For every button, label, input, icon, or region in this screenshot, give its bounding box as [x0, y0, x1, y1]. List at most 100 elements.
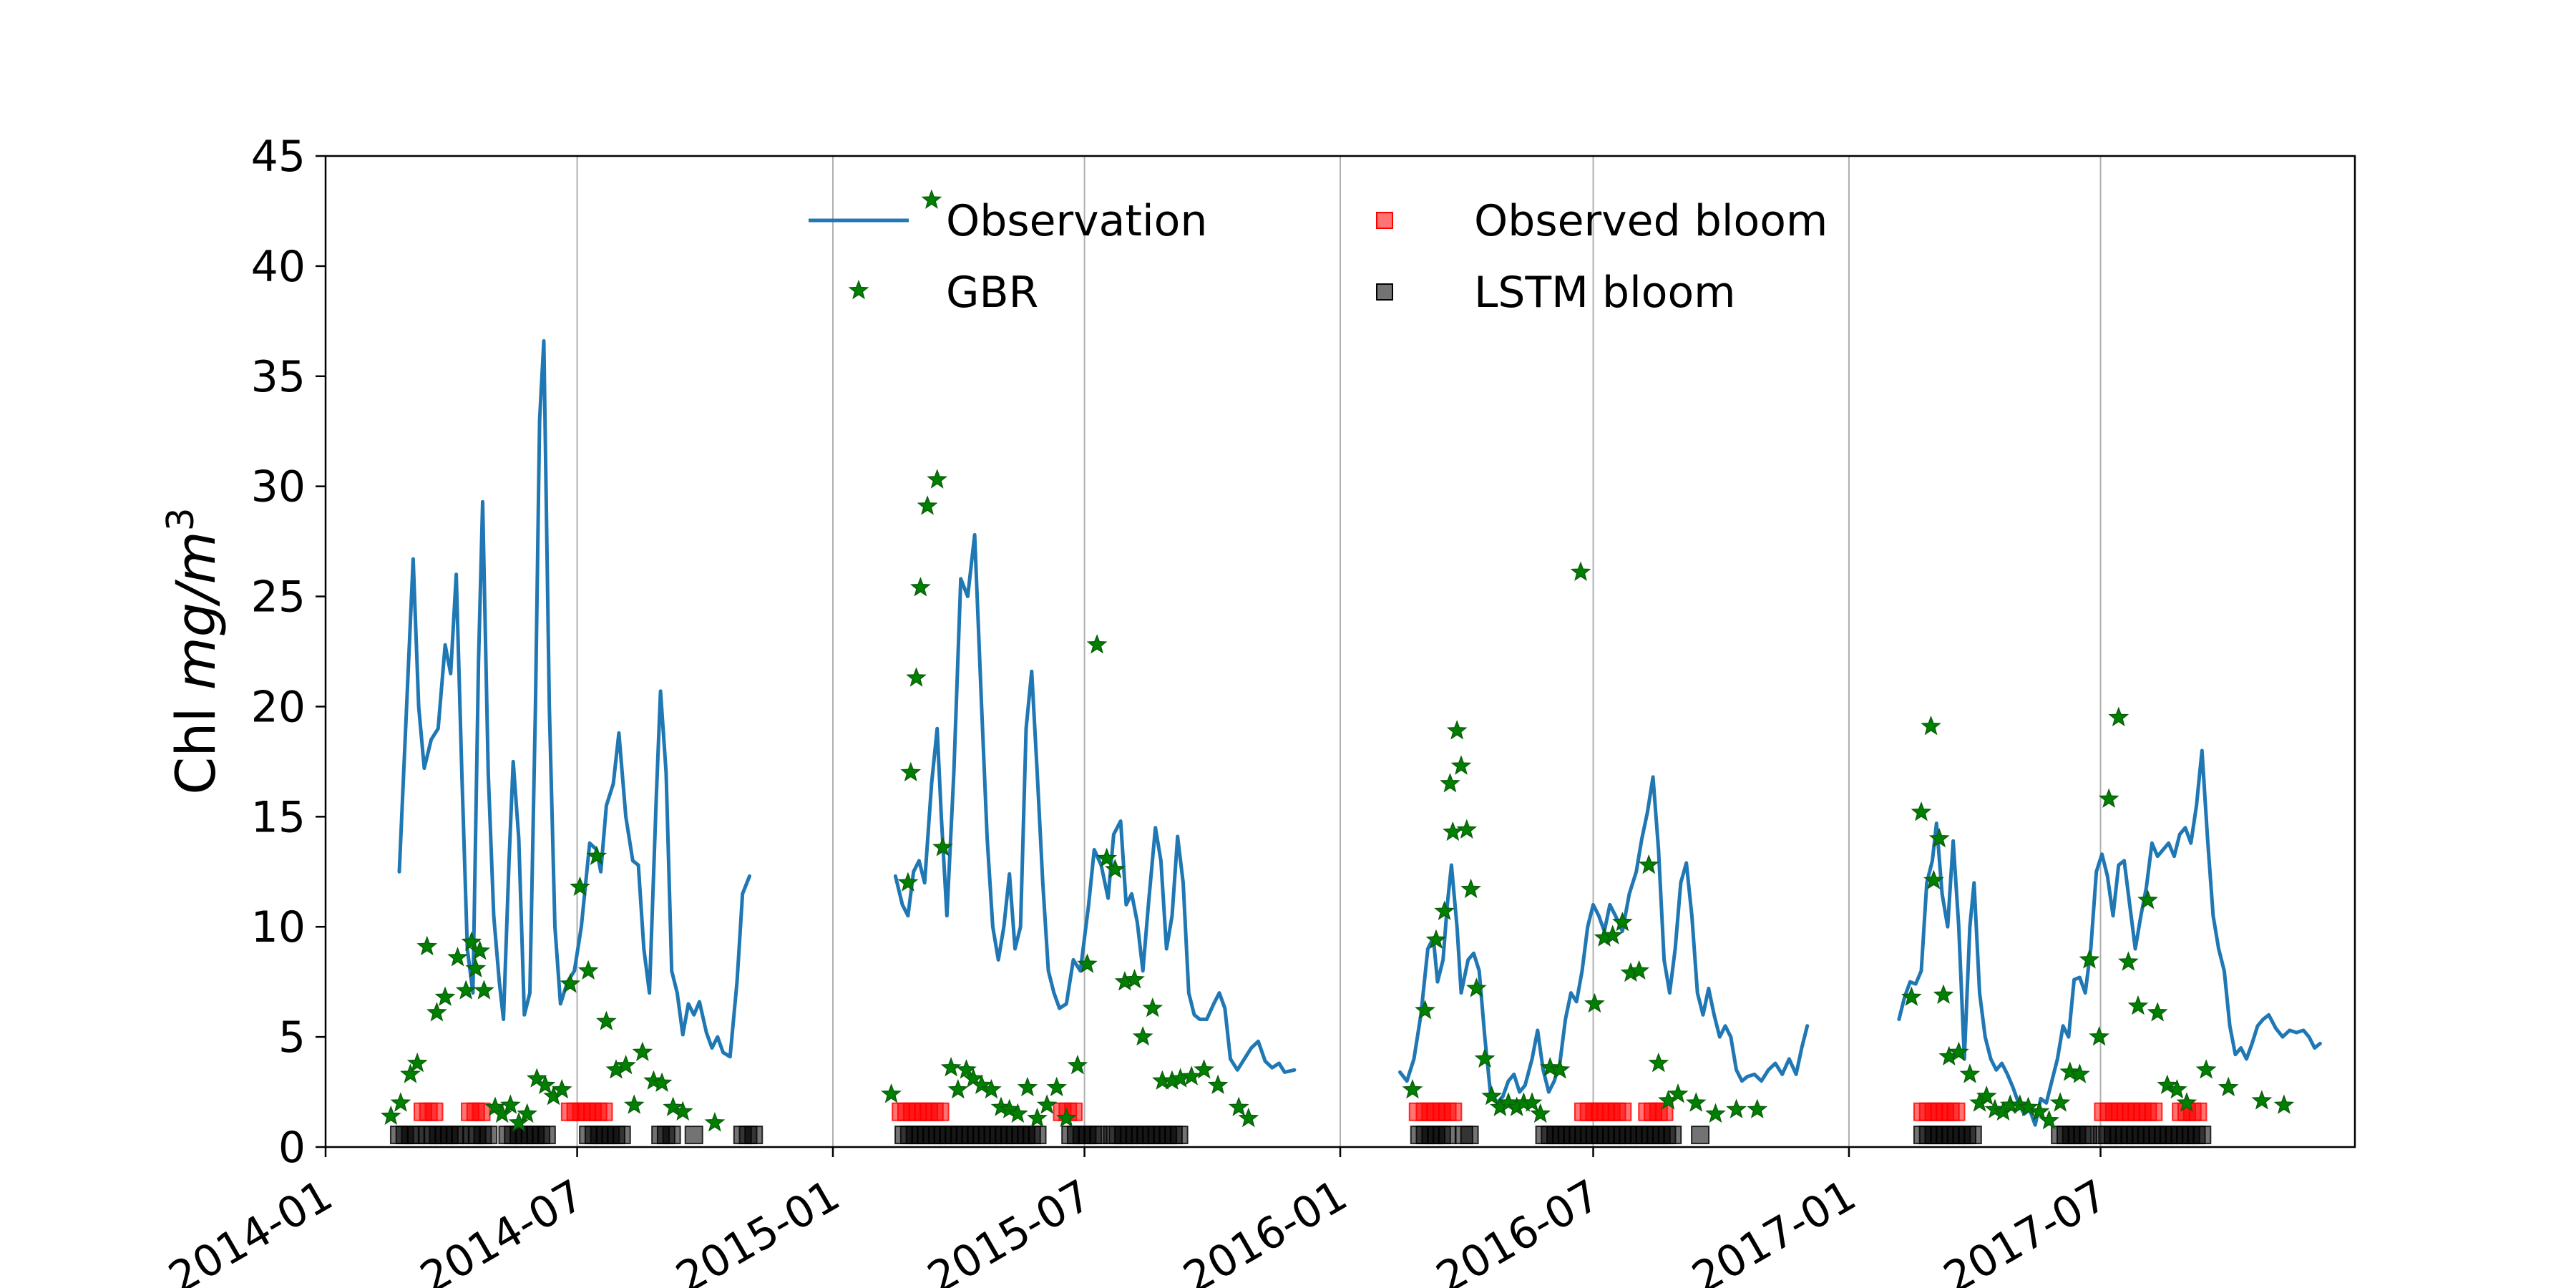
- y-axis-label-sup: 3: [160, 507, 203, 531]
- gbr-point: [1928, 827, 1950, 848]
- observed-bloom-marker: [424, 1102, 444, 1121]
- gbr-point: [596, 1010, 617, 1030]
- lstm-bloom-marker: [1438, 1126, 1457, 1145]
- gbr-point: [469, 940, 491, 960]
- lstm-bloom-marker: [2192, 1126, 2212, 1145]
- gbr-point: [1921, 715, 1941, 736]
- legend-gbr-star-icon: [848, 279, 869, 300]
- y-tick-label: 10: [251, 902, 306, 952]
- gbr-point: [1238, 1107, 1259, 1128]
- gbr-point: [623, 1094, 645, 1114]
- gbr-point: [1948, 1041, 1969, 1061]
- gbr-point: [1194, 1059, 1214, 1079]
- gbr-point: [672, 1101, 693, 1121]
- gbr-point: [917, 495, 938, 515]
- gbr-point: [1402, 1078, 1423, 1099]
- gbr-point: [2218, 1076, 2239, 1097]
- gbr-point: [651, 1072, 673, 1093]
- gbr-point: [390, 1092, 411, 1112]
- lstm-bloom-marker: [744, 1126, 763, 1145]
- lstm-bloom-marker: [537, 1126, 556, 1145]
- y-tick-label: 20: [251, 682, 306, 732]
- gbr-point: [1976, 1085, 1997, 1106]
- gbr-point: [1124, 968, 1145, 989]
- lstm-bloom-marker: [479, 1126, 498, 1145]
- gbr-point: [2251, 1090, 2273, 1110]
- lstm-bloom-marker: [612, 1126, 631, 1145]
- observed-bloom-marker: [2188, 1102, 2207, 1121]
- gbr-point: [1104, 859, 1126, 879]
- gbr-point: [400, 1063, 421, 1083]
- gbr-point: [1046, 1076, 1068, 1097]
- gbr-point: [909, 577, 931, 597]
- gbr-point: [1007, 1103, 1028, 1123]
- observed-bloom-marker: [2144, 1102, 2163, 1121]
- gbr-point: [586, 845, 608, 866]
- gbr-point: [2108, 706, 2129, 727]
- grid-lines: [325, 156, 2102, 1147]
- gbr-point: [900, 761, 922, 782]
- gbr-point: [1465, 977, 1487, 997]
- gbr-point: [1923, 869, 1944, 889]
- lstm-bloom-marker: [684, 1126, 703, 1145]
- gbr-point: [971, 1074, 992, 1095]
- legend-gbr-label: GBR: [946, 268, 1038, 318]
- observed-bloom-marker: [930, 1102, 950, 1121]
- legend-observed-bloom-label: Observed bloom: [1474, 196, 1828, 246]
- y-tick-label: 40: [251, 242, 306, 292]
- gbr-point: [1911, 801, 1932, 821]
- legend: Observation GBR Observed bloom LSTM bloo…: [809, 196, 1828, 318]
- gbr-point: [2273, 1094, 2295, 1114]
- observation-line-segment-4: [1897, 748, 2322, 1127]
- gbr-point: [1440, 773, 1460, 793]
- y-tick-label: 25: [251, 572, 306, 623]
- legend-lstm-bloom-label: LSTM bloom: [1474, 268, 1736, 318]
- gbr-point: [940, 1057, 962, 1077]
- gbr-point: [1667, 1083, 1689, 1103]
- gbr-point: [1460, 878, 1482, 899]
- gbr-point: [1474, 1048, 1496, 1068]
- y-tick-label: 30: [251, 462, 306, 512]
- y-tick-label: 0: [278, 1123, 306, 1173]
- gbr-point: [1629, 960, 1649, 980]
- gbr-point: [921, 189, 942, 209]
- gbr-point: [1933, 984, 1954, 1004]
- gbr-point: [416, 935, 438, 956]
- gbr-point: [1056, 1107, 1077, 1128]
- legend-observation-label: Observation: [946, 196, 1207, 246]
- gbr-point: [663, 1096, 684, 1116]
- gbr-point: [1228, 1096, 1249, 1116]
- gbr-point: [2079, 949, 2100, 969]
- gbr-point: [999, 1098, 1020, 1118]
- y-tick-label: 35: [251, 352, 306, 402]
- y-tick-label: 5: [278, 1013, 306, 1063]
- gbr-point: [2157, 1074, 2178, 1095]
- gbr-point: [615, 1054, 636, 1075]
- gbr-point: [2195, 1059, 2217, 1079]
- gbr-point: [2147, 1002, 2168, 1022]
- gbr-point: [551, 1078, 572, 1099]
- observed-bloom-marker: [1613, 1102, 1632, 1121]
- gbr-point: [2167, 1078, 2187, 1099]
- gbr-point: [932, 836, 953, 857]
- gbr-point: [1648, 1052, 1669, 1073]
- gbr-point: [881, 1083, 902, 1103]
- lstm-bloom-marker: [1663, 1126, 1682, 1145]
- gbr-point: [704, 1111, 726, 1132]
- gbr-point: [956, 1059, 977, 1079]
- observed-bloom-marker: [594, 1102, 613, 1121]
- gbr-point: [1027, 1107, 1048, 1128]
- gbr-point: [1456, 819, 1478, 839]
- gbr-point: [1685, 1092, 1707, 1112]
- observed-bloom-marker: [1946, 1102, 1966, 1121]
- gbr-point: [492, 1103, 513, 1123]
- observed-bloom-marker: [472, 1102, 491, 1121]
- gbr-point: [2018, 1096, 2039, 1116]
- gbr-point: [2137, 889, 2158, 909]
- gbr-point: [426, 1002, 447, 1022]
- gbr-point: [2039, 1109, 2059, 1130]
- y-tick-label: 45: [251, 132, 306, 182]
- gbr-point: [1017, 1076, 1038, 1097]
